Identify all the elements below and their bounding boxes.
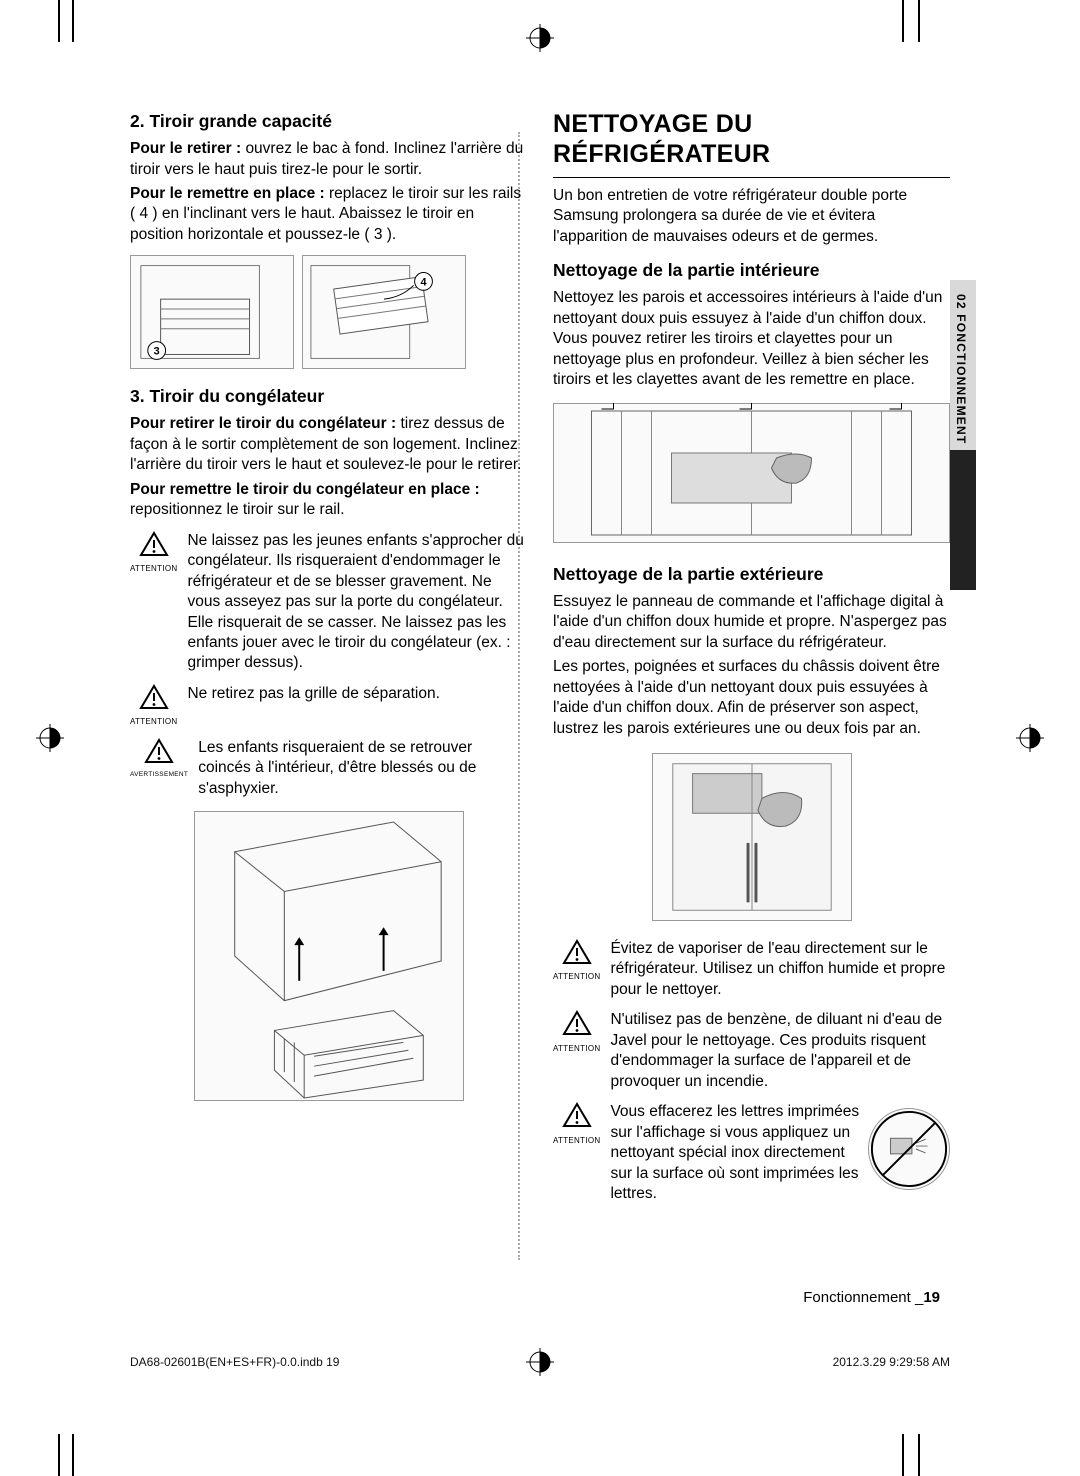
crop-mark — [902, 1434, 904, 1476]
figure-drawer-3: 3 — [130, 255, 294, 369]
section-tab: 02 FONCTIONNEMENT — [950, 280, 976, 590]
crop-mark — [58, 1434, 60, 1476]
warning-text: Ne laissez pas les jeunes enfants s'appr… — [187, 531, 527, 674]
warning-attention: ATTENTION N'utilisez pas de benzène, de … — [553, 1010, 950, 1092]
registration-mark-icon — [1016, 724, 1044, 752]
warning-attention: ATTENTION Ne retirez pas la grille de sé… — [130, 684, 527, 728]
right-column: NETTOYAGE DU RÉFRIGÉRATEUR Un bon entret… — [553, 110, 950, 1214]
heading-cleaning: NETTOYAGE DU RÉFRIGÉRATEUR — [553, 110, 950, 169]
crop-mark — [918, 1434, 920, 1476]
heading-freezer-drawer: 3. Tiroir du congélateur — [130, 385, 527, 408]
warning-icon: ATTENTION — [553, 1102, 600, 1146]
body-text: Pour le retirer : ouvrez le bac à fond. … — [130, 139, 527, 180]
warning-text: Vous effacerez les lettres imprimées sur… — [610, 1102, 950, 1204]
figure-no-spray-icon — [868, 1108, 950, 1190]
page-footer: Fonctionnement _19 — [803, 1289, 940, 1306]
crop-mark — [72, 1434, 74, 1476]
body-text: Un bon entretien de votre réfrigérateur … — [553, 186, 950, 247]
warning-icon: ATTENTION — [553, 1010, 600, 1054]
warning-attention: ATTENTION Vous effacerez les lettres imp… — [553, 1102, 950, 1204]
warning-icon: ATTENTION — [553, 939, 600, 983]
svg-text:3: 3 — [154, 346, 160, 358]
body-text: Essuyez le panneau de commande et l'affi… — [553, 592, 950, 653]
figure-interior-clean — [553, 403, 950, 543]
warning-icon: ATTENTION — [130, 531, 177, 575]
figure-wipe-panel — [652, 753, 852, 921]
body-text: Les portes, poignées et surfaces du châs… — [553, 657, 950, 739]
registration-mark-icon — [36, 724, 64, 752]
body-text: Pour retirer le tiroir du congélateur : … — [130, 414, 527, 475]
warning-icon: ATTENTION — [130, 684, 177, 728]
left-column: 2. Tiroir grande capacité Pour le retire… — [130, 110, 527, 1214]
warning-avertissement: AVERTISSEMENT Les enfants risqueraient d… — [130, 738, 527, 799]
registration-mark-icon — [526, 24, 554, 52]
print-footer: DA68-02601B(EN+ES+FR)-0.0.indb 19 2012.3… — [130, 1355, 950, 1369]
warning-attention: ATTENTION Ne laissez pas les jeunes enfa… — [130, 531, 527, 674]
figure-freezer-drawer-iso — [194, 811, 464, 1101]
horizontal-rule — [553, 177, 950, 178]
warning-icon: AVERTISSEMENT — [130, 738, 188, 780]
svg-text:4: 4 — [420, 277, 426, 289]
body-text: Pour le remettre en place : replacez le … — [130, 184, 527, 245]
warning-text: Les enfants risqueraient de se retrouver… — [198, 738, 527, 799]
body-text: Pour remettre le tiroir du congélateur e… — [130, 480, 527, 521]
warning-text: Évitez de vaporiser de l'eau directement… — [610, 939, 950, 1000]
crop-mark — [902, 0, 904, 42]
print-timestamp: 2012.3.29 9:29:58 AM — [833, 1355, 950, 1369]
print-file: DA68-02601B(EN+ES+FR)-0.0.indb 19 — [130, 1355, 339, 1369]
heading-exterior: Nettoyage de la partie extérieure — [553, 563, 950, 586]
figure-row: 3 4 — [130, 255, 527, 369]
page-content: 2. Tiroir grande capacité Pour le retire… — [130, 110, 950, 1214]
warning-text: Ne retirez pas la grille de séparation. — [187, 684, 527, 704]
heading-drawer-large: 2. Tiroir grande capacité — [130, 110, 527, 133]
heading-interior: Nettoyage de la partie intérieure — [553, 259, 950, 282]
crop-mark — [918, 0, 920, 42]
section-tab-label: 02 FONCTIONNEMENT — [954, 294, 968, 444]
warning-attention: ATTENTION Évitez de vaporiser de l'eau d… — [553, 939, 950, 1000]
body-text: Nettoyez les parois et accessoires intér… — [553, 288, 950, 390]
crop-mark — [72, 0, 74, 42]
figure-drawer-4: 4 — [302, 255, 466, 369]
warning-text: N'utilisez pas de benzène, de diluant ni… — [610, 1010, 950, 1092]
crop-mark — [58, 0, 60, 42]
